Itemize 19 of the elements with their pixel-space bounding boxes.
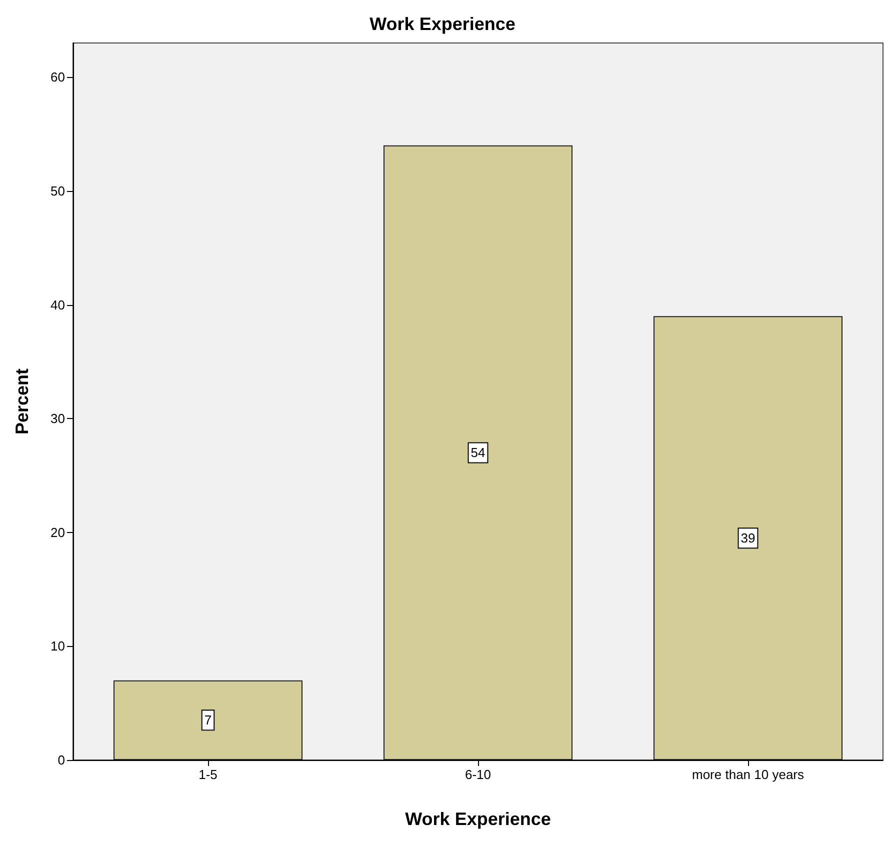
data-label: 7: [204, 712, 212, 728]
data-label: 54: [470, 445, 486, 460]
y-tick-label: 60: [50, 70, 65, 85]
y-tick-label: 40: [50, 297, 65, 312]
data-label: 39: [740, 530, 756, 546]
y-tick-label: 10: [50, 638, 65, 654]
x-axis-title: Work Experience: [405, 809, 551, 829]
y-axis-title: Percent: [12, 368, 32, 435]
x-tick-label: 1-5: [198, 767, 218, 782]
y-tick-label: 30: [50, 411, 65, 426]
x-tick-label: more than 10 years: [692, 767, 804, 782]
x-tick-label: 6-10: [464, 767, 492, 782]
bar: [114, 680, 302, 760]
y-tick-label: 20: [50, 524, 65, 540]
y-tick-label: 50: [50, 183, 65, 198]
y-tick-label: 0: [58, 752, 65, 768]
bar: [654, 316, 842, 760]
bar: [384, 145, 572, 760]
chart-title: Work Experience: [370, 14, 516, 34]
